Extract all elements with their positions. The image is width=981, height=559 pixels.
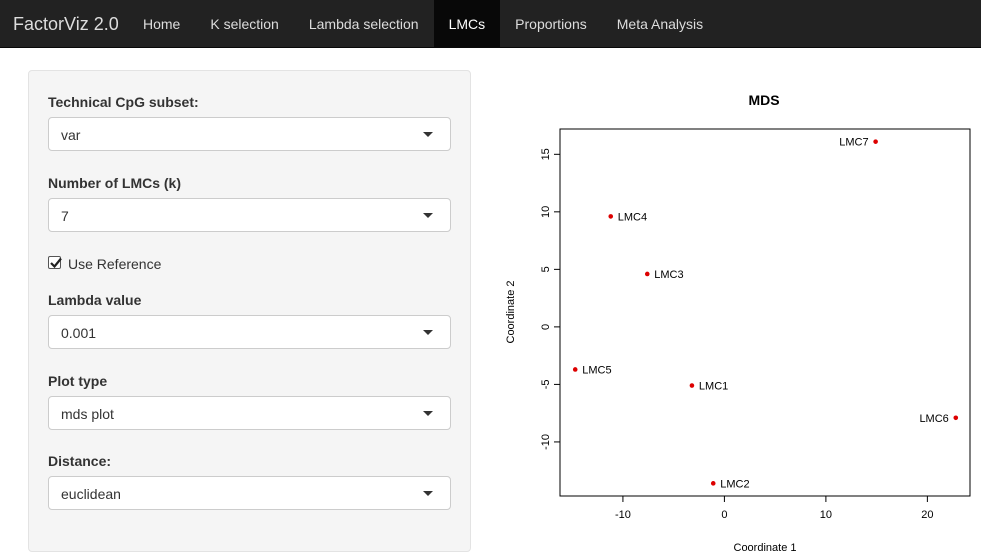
distance-select[interactable]: euclidean [48, 476, 451, 510]
x-axis: -10 0 10 20 [615, 495, 934, 521]
navbar: FactorViz 2.0 Home K selection Lambda se… [0, 0, 981, 48]
point-label: LMC2 [720, 478, 749, 490]
cpg-subset-label: Technical CpG subset: [48, 94, 199, 110]
y-axis-label: Coordinate 2 [505, 281, 517, 344]
plot-type-label: Plot type [48, 373, 108, 389]
lambda-value: 0.001 [61, 325, 97, 341]
data-point [572, 367, 578, 372]
data-point [873, 139, 878, 144]
tab-k-selection[interactable]: K selection [210, 16, 279, 32]
cpg-subset-value: var [61, 127, 81, 143]
point-label: LMC5 [582, 364, 611, 376]
point-label: LMC3 [654, 269, 683, 281]
plot-type-value: mds plot [61, 406, 114, 422]
y-tick-label: -10 [540, 434, 552, 450]
lambda-label: Lambda value [48, 292, 142, 308]
nav-tabs: Home K selection Lambda selection LMCs P… [128, 0, 718, 48]
data-point [608, 214, 614, 219]
tab-meta-analysis[interactable]: Meta Analysis [616, 16, 704, 32]
data-point [689, 383, 695, 388]
point-label: LMC6 [919, 413, 948, 425]
distance-label: Distance: [48, 453, 112, 469]
data-point [710, 481, 716, 486]
chevron-down-icon [423, 213, 433, 218]
tab-lmcs[interactable]: LMCs [433, 0, 501, 48]
y-tick-label: 5 [540, 266, 552, 272]
num-lmcs-select[interactable]: 7 [48, 198, 451, 232]
x-tick-label: 10 [820, 509, 832, 521]
lambda-select[interactable]: 0.001 [48, 315, 451, 349]
data-points: LMC1 LMC2 LMC3 LMC4 LMC5 LMC6 LMC7 [572, 137, 959, 490]
y-axis: -10 -5 0 5 10 15 [540, 148, 561, 450]
x-axis-label: Coordinate 1 [734, 542, 797, 554]
use-reference-checkbox[interactable] [48, 256, 62, 269]
chevron-down-icon [423, 132, 433, 137]
use-reference-label[interactable]: Use Reference [68, 256, 162, 272]
data-point [953, 415, 959, 421]
x-tick-label: 20 [921, 509, 933, 521]
checkmark-icon [50, 257, 62, 269]
distance-value: euclidean [61, 486, 121, 502]
num-lmcs-label: Number of LMCs (k) [48, 175, 181, 191]
chevron-down-icon [423, 491, 433, 496]
point-label: LMC1 [699, 381, 728, 393]
chevron-down-icon [423, 411, 433, 416]
chart-title: MDS [748, 92, 779, 108]
y-tick-label: 0 [540, 324, 552, 330]
sidebar-panel: Technical CpG subset: var Number of LMCs… [28, 70, 471, 552]
tab-lambda-selection[interactable]: Lambda selection [308, 16, 419, 32]
y-tick-label: 15 [540, 148, 552, 160]
x-tick-label: -10 [615, 509, 631, 521]
plot-frame [559, 128, 971, 497]
tab-proportions[interactable]: Proportions [515, 16, 587, 32]
plot-type-select[interactable]: mds plot [48, 396, 451, 430]
point-label: LMC4 [618, 211, 647, 223]
cpg-subset-select[interactable]: var [48, 117, 451, 151]
x-tick-label: 0 [721, 509, 727, 521]
point-label: LMC7 [839, 137, 868, 149]
data-point [644, 271, 650, 277]
tab-home[interactable]: Home [143, 16, 181, 32]
num-lmcs-value: 7 [61, 208, 69, 224]
y-tick-label: -5 [540, 380, 552, 390]
chevron-down-icon [423, 330, 433, 335]
app-brand[interactable]: FactorViz 2.0 [13, 14, 119, 34]
y-tick-label: 10 [540, 206, 552, 218]
